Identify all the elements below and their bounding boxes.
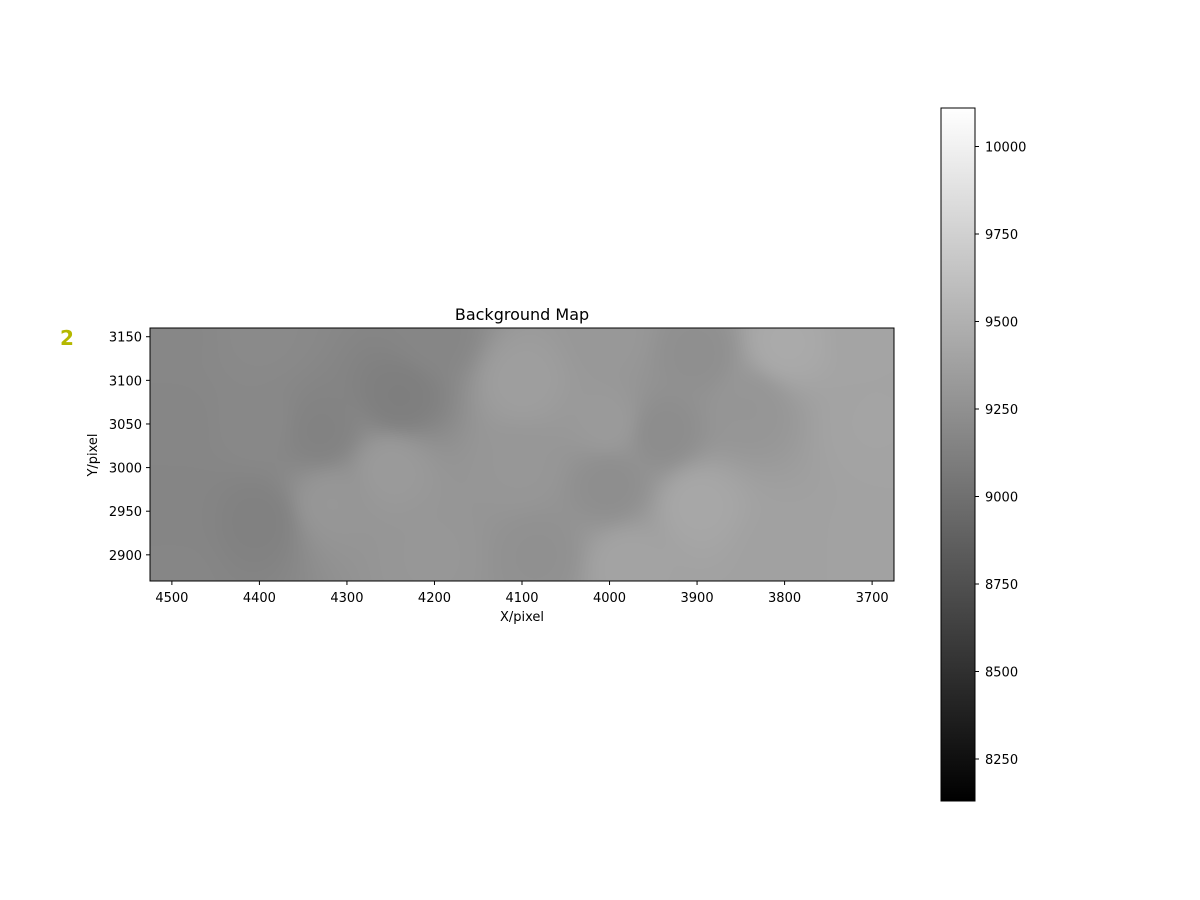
- x-tick-label: 3900: [681, 591, 714, 606]
- x-tick-label: 4500: [155, 591, 188, 606]
- y-tick-label: 3050: [109, 418, 142, 433]
- heatmap-image: [150, 328, 894, 581]
- colorbar-tick-label: 10000: [985, 141, 1026, 156]
- colorbar: 8250 8500 8750 9000 9250 9500 9750 10000: [940, 107, 1026, 802]
- x-tick-label: 4100: [505, 591, 538, 606]
- x-tick-label: 4400: [243, 591, 276, 606]
- x-tick-label: 3700: [856, 591, 889, 606]
- heatmap-plot-area: [149, 327, 895, 582]
- colorbar-tick-label: 9750: [985, 228, 1018, 243]
- y-tick-label: 3000: [109, 462, 142, 477]
- y-tick-label: 2900: [109, 549, 142, 564]
- y-tick-label: 2950: [109, 505, 142, 520]
- y-axis: 2900 2950 3000 3050 3100 3150: [109, 331, 150, 564]
- colorbar-tick-label: 9500: [985, 316, 1018, 331]
- colorbar-tick-label: 8250: [985, 753, 1018, 768]
- colorbar-tick-label: 9000: [985, 491, 1018, 506]
- colorbar-tick-label: 9250: [985, 403, 1018, 418]
- panel-label: 2: [60, 326, 74, 350]
- y-axis-title: Y/pixel: [86, 433, 101, 477]
- y-tick-label: 3150: [109, 331, 142, 346]
- x-tick-label: 4200: [418, 591, 451, 606]
- colorbar-tick-label: 8750: [985, 578, 1018, 593]
- colorbar-gradient: [940, 107, 976, 802]
- x-tick-label: 4300: [330, 591, 363, 606]
- x-axis-title: X/pixel: [500, 610, 544, 625]
- x-axis: 4500 4400 4300 4200 4100 4000 3900 3800 3700: [155, 581, 889, 606]
- colorbar-tick-label: 8500: [985, 666, 1018, 681]
- chart-title: Background Map: [455, 305, 589, 324]
- y-tick-label: 3100: [109, 374, 142, 389]
- colorbar-ticks: 8250 8500 8750 9000 9250 9500 9750 10000: [975, 141, 1026, 768]
- x-tick-label: 4000: [593, 591, 626, 606]
- x-tick-label: 3800: [768, 591, 801, 606]
